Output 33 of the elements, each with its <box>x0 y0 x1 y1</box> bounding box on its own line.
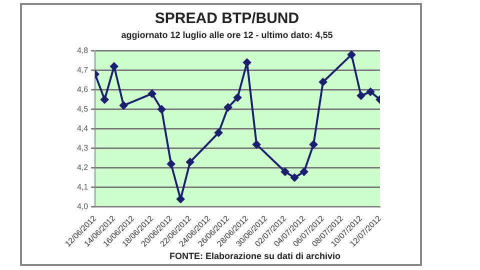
y-tick-label: 4,8 <box>76 46 89 56</box>
y-tick-label: 4,7 <box>76 66 89 75</box>
y-tick-label: 4,0 <box>76 202 89 212</box>
point <box>300 168 308 176</box>
point <box>243 58 252 67</box>
point <box>214 128 223 137</box>
point <box>158 105 166 114</box>
point <box>224 103 232 112</box>
y-tick-label: 4,3 <box>76 144 89 153</box>
point <box>348 50 356 59</box>
point <box>366 88 375 96</box>
y-tick-label: 4,2 <box>76 163 89 172</box>
y-tick-label: 4,1 <box>76 182 89 192</box>
point <box>148 90 156 98</box>
point <box>234 94 242 102</box>
y-tick-label: 4,4 <box>76 124 89 134</box>
y-tick-label: 4,5 <box>76 104 89 114</box>
point <box>252 140 261 148</box>
chart-title: SPREAD BTP/BUND <box>154 10 300 28</box>
point <box>100 96 109 104</box>
source-note: FONTE: Elaborazione su dati di archivio <box>169 251 342 261</box>
point <box>120 101 128 110</box>
point <box>186 158 194 166</box>
point <box>167 160 176 168</box>
chart-subtitle: aggiornato 12 luglio alle ore 12 - ultimo dato: 4,55 <box>121 30 333 40</box>
point <box>281 168 290 176</box>
point <box>357 92 366 100</box>
point <box>176 195 185 204</box>
point <box>110 62 118 70</box>
point <box>319 78 328 86</box>
point <box>290 174 299 182</box>
y-tick-label: 4,6 <box>76 85 89 94</box>
point <box>310 140 318 148</box>
